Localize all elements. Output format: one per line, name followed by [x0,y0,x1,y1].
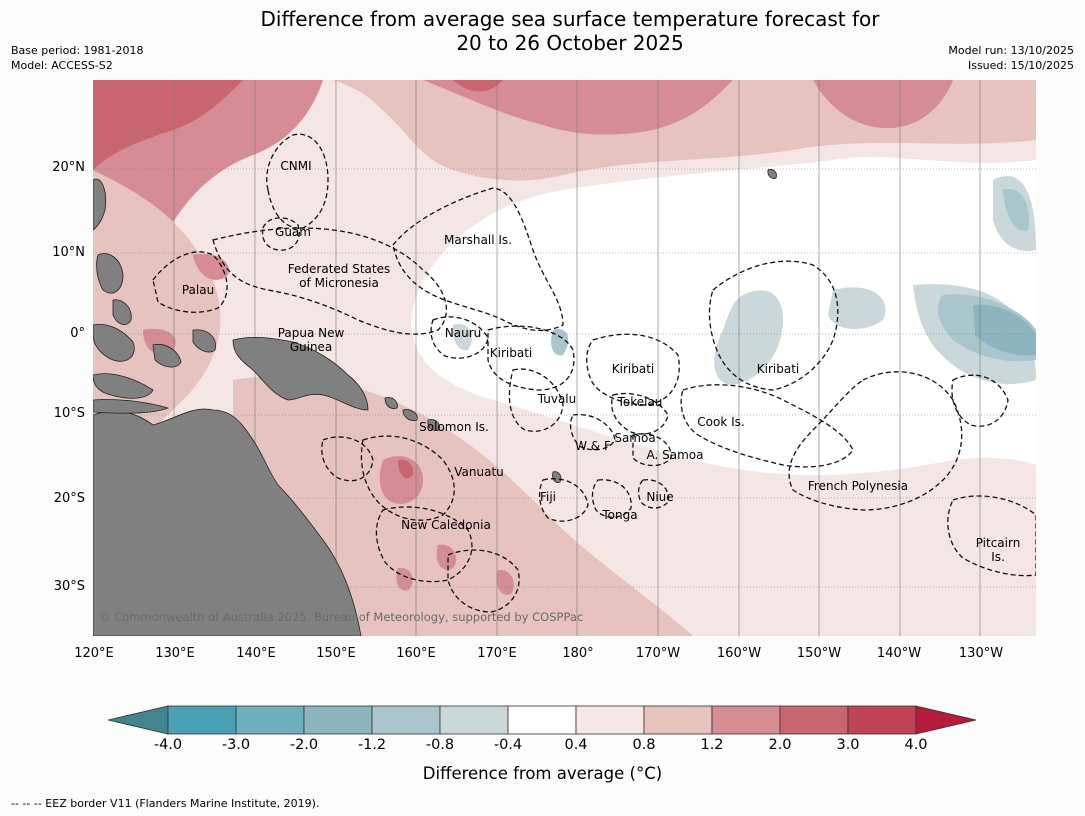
colorbar-cell [371,705,441,735]
colorbar-tick-label: 1.2 [700,737,724,753]
label-fsm-line2: of Micronesia [299,276,379,290]
map-canvas [93,80,1036,636]
model-run: Model run: 13/10/2025 [948,44,1074,57]
lon-label-180: 180° [562,646,594,661]
label-tuvalu: Tuvalu [537,392,577,406]
title-line-2: 20 to 26 October 2025 [456,31,684,55]
colorbar-tick-label: -4.0 [153,737,183,753]
land-masses [93,169,777,636]
label-samoa: Samoa [614,431,656,445]
colorbar-cells [167,705,917,735]
colorbar-tick-label: 2.0 [768,737,792,753]
title-line-1: Difference from average sea surface temp… [260,7,880,31]
colorbar-extend-low [108,705,169,735]
lat-label-30s: 30°S [53,579,85,594]
colorbar-tick-label: -1.2 [357,737,387,753]
colorbar-cell [439,705,509,735]
lat-label-10n: 10°N [52,245,85,260]
colorbar-tick-label: -0.8 [425,737,455,753]
label-pitcairn: Pitcairn Is. [976,536,1021,564]
label-french-polynesia: French Polynesia [807,479,909,493]
colorbar-cell [575,705,645,735]
label-kiribati-west: Kiribati [489,346,533,360]
label-cook-islands: Cook Is. [697,415,745,429]
label-png-line2: Guinea [289,340,333,354]
colorbar-cell [303,705,373,735]
label-fiji: Fiji [539,490,557,504]
label-solomon-islands: Solomon Is. [419,420,489,434]
lat-label-20s: 20°S [53,491,85,506]
label-kiribati-central: Kiribati [611,362,655,376]
label-tokelau: Tokelau [617,395,663,409]
colorbar-label: Difference from average (°C) [422,764,663,783]
label-tonga: Tonga [602,508,638,522]
lon-label-130w: 130°W [958,646,1004,661]
colorbar-cell [507,705,577,735]
lat-label-0: 0° [70,326,85,341]
lon-label-140e: 140°E [236,646,276,661]
lon-label-170w: 170°W [635,646,681,661]
label-niue: Niue [646,490,674,504]
eez-borders [152,133,1036,613]
colorbar-tick-label: 3.0 [836,737,860,753]
label-marshall-islands: Marshall Is. [444,233,512,247]
colorbar-tick-label: 4.0 [904,737,928,753]
lon-label-160w: 160°W [716,646,762,661]
footnote: -- -- -- EEZ border V11 (Flanders Marine… [11,797,320,810]
label-fsm: Federated States of Micronesia [288,262,390,290]
colorbar-tick-label: 0.8 [632,737,656,753]
colorbar-cell [643,705,713,735]
label-kiribati-east: Kiribati [756,362,800,376]
lon-label-160e: 160°E [396,646,436,661]
label-guam: Guam [275,225,311,239]
label-palau: Palau [181,283,215,297]
copyright-notice: © Commonwealth of Australia 2025, Bureau… [99,610,584,624]
label-american-samoa: A. Samoa [646,448,704,462]
graticule [93,80,1036,636]
label-wallis-futuna: W & F [575,439,611,453]
lat-label-10s: 10°S [53,406,85,421]
label-png: Papua New Guinea [278,326,345,354]
chart-title: Difference from average sea surface temp… [0,7,1085,55]
meta-right: Model run: 13/10/2025 Issued: 15/10/2025 [948,43,1074,73]
colorbar-cell [167,705,237,735]
sst-anomaly-map: CNMI Guam Marshall Is. Federated States … [93,80,1036,636]
label-png-line1: Papua New [277,326,345,340]
label-fsm-line1: Federated States [287,262,391,276]
base-period: Base period: 1981-2018 [11,44,144,57]
meta-left: Base period: 1981-2018 Model: ACCESS-S2 [11,43,143,73]
label-new-caledonia: New Caledonia [401,518,491,532]
colorbar-cell [711,705,781,735]
colorbar-tick-label: -3.0 [221,737,251,753]
label-nauru: Nauru [444,326,482,340]
issued-date: Issued: 15/10/2025 [967,59,1074,72]
label-cnmi: CNMI [280,159,312,173]
label-pitcairn-line1: Pitcairn [975,536,1021,550]
colorbar-tick-label: 0.4 [564,737,588,753]
lon-label-120e: 120°E [74,646,114,661]
lon-label-130e: 130°E [155,646,195,661]
colorbar [108,705,977,735]
colorbar-cell [235,705,305,735]
label-pitcairn-line2: Is. [991,550,1005,564]
colorbar-cell [847,705,917,735]
label-vanuatu: Vanuatu [454,465,504,479]
colorbar-tick-label: -2.0 [289,737,319,753]
colorbar-cell [779,705,849,735]
colorbar-tick-label: -0.4 [493,737,523,753]
lon-label-150w: 150°W [796,646,842,661]
lon-label-140w: 140°W [876,646,922,661]
anomaly-fills [93,80,1036,636]
colorbar-extend-high [915,705,977,735]
lon-label-150e: 150°E [316,646,356,661]
lon-label-170e: 170°E [477,646,517,661]
model-name: Model: ACCESS-S2 [11,59,113,72]
lat-label-20n: 20°N [52,160,85,175]
